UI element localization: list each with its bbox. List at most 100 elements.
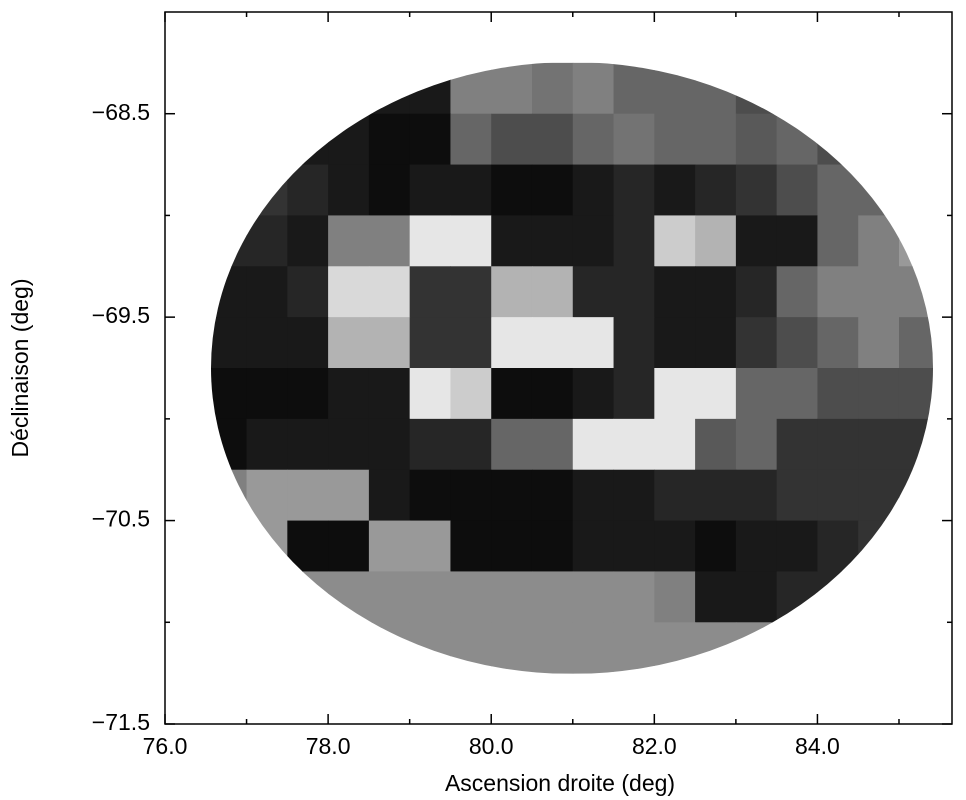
density-cell	[211, 215, 248, 267]
density-cell	[287, 520, 329, 572]
density-cell	[572, 622, 615, 674]
density-cell	[287, 113, 329, 166]
density-cell	[246, 164, 288, 216]
density-cell	[735, 520, 778, 572]
density-cell	[531, 317, 574, 369]
density-cell	[409, 622, 451, 674]
density-cell	[817, 571, 859, 623]
density-cell	[858, 113, 900, 166]
density-cell	[246, 418, 288, 471]
density-cell	[654, 215, 696, 267]
density-cell	[695, 317, 737, 369]
density-cell	[817, 113, 859, 166]
density-cell	[531, 62, 574, 115]
density-cell	[613, 317, 655, 369]
density-cell	[572, 164, 615, 216]
density-cell	[898, 622, 933, 674]
density-cell	[776, 520, 818, 572]
density-cell	[898, 113, 933, 166]
density-cell	[776, 469, 818, 522]
y-tick-label: −71.5	[92, 709, 150, 735]
density-cell	[368, 368, 411, 420]
density-cell	[450, 164, 492, 216]
density-cell	[572, 317, 615, 369]
density-field	[211, 62, 933, 674]
density-cell	[613, 164, 655, 216]
density-cell	[491, 622, 533, 674]
density-cell	[368, 62, 411, 115]
y-tick-label: −68.5	[92, 99, 150, 125]
density-cell	[328, 164, 370, 216]
x-tick-label: 82.0	[632, 733, 677, 759]
y-tick-label: −69.5	[92, 302, 150, 328]
density-cell	[491, 418, 533, 471]
density-cell	[613, 113, 655, 166]
density-cell	[328, 62, 370, 115]
density-cell	[817, 418, 859, 471]
density-cell	[735, 62, 778, 115]
density-cell	[450, 368, 492, 420]
density-cell	[211, 469, 248, 522]
density-cell	[531, 571, 574, 623]
density-cell	[572, 418, 615, 471]
density-cell	[858, 266, 900, 318]
density-cell	[858, 520, 900, 572]
density-cell	[898, 215, 933, 267]
density-cell	[613, 571, 655, 623]
x-tick-label: 84.0	[795, 733, 840, 759]
density-cell	[531, 520, 574, 572]
density-cell	[287, 571, 329, 623]
density-cell	[450, 520, 492, 572]
density-cell	[246, 317, 288, 369]
density-cell	[491, 469, 533, 522]
density-cell	[491, 164, 533, 216]
density-cell	[531, 113, 574, 166]
density-cell	[450, 215, 492, 267]
density-cell	[409, 113, 451, 166]
density-cell	[858, 571, 900, 623]
density-cell	[776, 622, 818, 674]
density-cell	[328, 520, 370, 572]
density-cell	[246, 113, 288, 166]
density-cell	[776, 113, 818, 166]
density-cell	[450, 317, 492, 369]
density-cell	[450, 266, 492, 318]
x-axis-label: Ascension droite (deg)	[445, 770, 675, 796]
density-cell	[531, 368, 574, 420]
density-cell	[287, 418, 329, 471]
density-cell	[531, 622, 574, 674]
density-cell	[450, 622, 492, 674]
density-cell	[368, 266, 411, 318]
density-cell	[695, 368, 737, 420]
density-cell	[450, 571, 492, 623]
density-cell	[491, 266, 533, 318]
density-cell	[695, 622, 737, 674]
density-cell	[858, 622, 900, 674]
density-cell	[409, 266, 451, 318]
density-cell	[776, 368, 818, 420]
density-cell	[409, 571, 451, 623]
density-cell	[695, 164, 737, 216]
density-cell	[695, 215, 737, 267]
density-cell	[368, 622, 411, 674]
density-cell	[858, 62, 900, 115]
density-cell	[211, 164, 248, 216]
density-cell	[409, 164, 451, 216]
density-cell	[572, 368, 615, 420]
density-cell	[858, 164, 900, 216]
density-cell	[572, 215, 615, 267]
density-cell	[817, 368, 859, 420]
density-cell	[858, 317, 900, 369]
density-cell	[898, 62, 933, 115]
density-cell	[898, 266, 933, 318]
density-cell	[898, 571, 933, 623]
density-cell	[613, 368, 655, 420]
density-cell	[211, 368, 248, 420]
density-cell	[735, 215, 778, 267]
density-cell	[409, 469, 451, 522]
density-cell	[654, 368, 696, 420]
y-tick-label: −70.5	[92, 506, 150, 532]
density-cell	[695, 418, 737, 471]
x-tick-label: 76.0	[143, 733, 188, 759]
